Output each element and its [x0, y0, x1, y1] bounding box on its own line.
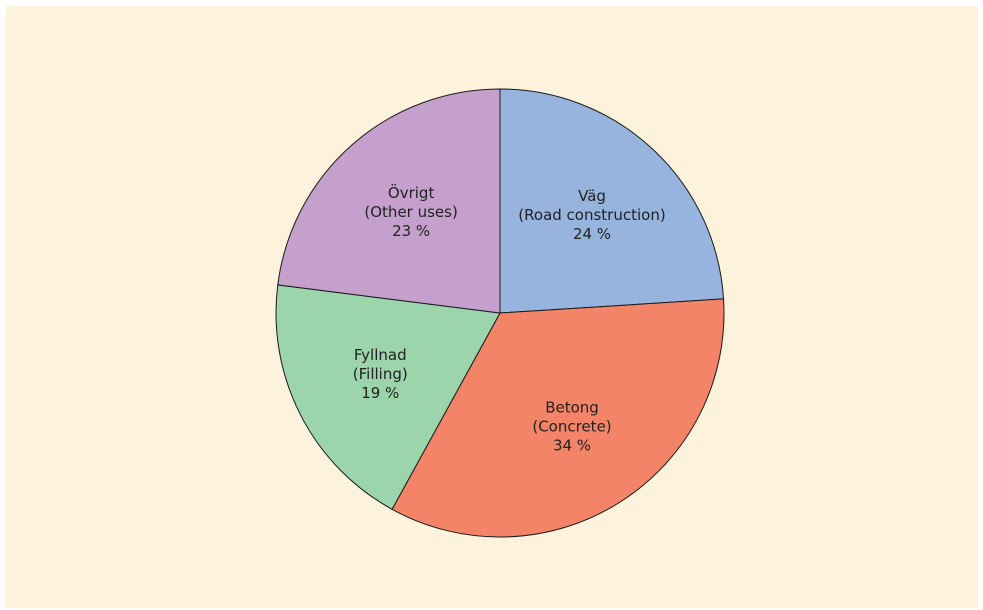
- slice-name-3: Övrigt: [388, 183, 435, 202]
- slice-subtitle-3: (Other uses): [364, 203, 457, 221]
- slice-label-1: Betong (Concrete) 34 %: [532, 398, 611, 454]
- slice-label-3: Övrigt (Other uses) 23 %: [364, 183, 457, 240]
- slice-name-1: Betong: [545, 398, 599, 416]
- chart-panel: Väg (Road construction) 24 % Betong (Concret…: [6, 6, 978, 608]
- slice-subtitle-0: (Road construction): [518, 206, 665, 224]
- slice-name-0: Väg: [578, 187, 606, 205]
- slice-subtitle-1: (Concrete): [532, 417, 611, 435]
- pie-slice-3: [277, 88, 501, 314]
- pie-chart: Väg (Road construction) 24 % Betong (Concret…: [275, 88, 725, 538]
- slice-label-0: Väg (Road construction) 24 %: [518, 187, 665, 243]
- slice-percent-0: 24 %: [573, 225, 611, 243]
- slice-name-2: Fyllnad: [354, 346, 407, 364]
- slice-percent-2: 19 %: [361, 384, 399, 402]
- pie-slices: [275, 88, 725, 538]
- pie-labels: Väg (Road construction) 24 % Betong (Concret…: [353, 183, 666, 454]
- pie-slice-0: [499, 88, 725, 314]
- pie-slice-2: [275, 284, 501, 510]
- slice-subtitle-2: (Filling): [353, 365, 408, 383]
- slice-percent-1: 34 %: [553, 436, 591, 454]
- slice-label-2: Fyllnad (Filling) 19 %: [353, 346, 408, 402]
- slice-percent-3: 23 %: [392, 222, 430, 240]
